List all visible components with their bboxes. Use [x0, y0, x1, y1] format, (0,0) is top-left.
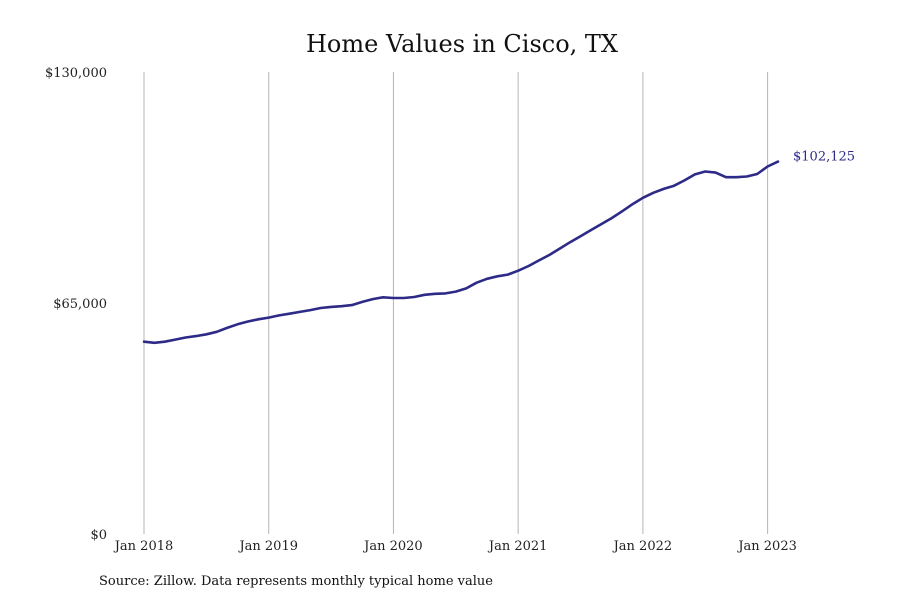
- end-value-label: $102,125: [793, 150, 855, 165]
- y-tick-label: $130,000: [45, 66, 107, 81]
- x-tick-label: Jan 2021: [487, 539, 548, 554]
- x-tick-label: Jan 2019: [237, 539, 298, 554]
- x-tick-label: Jan 2018: [113, 539, 174, 554]
- x-tick-label: Jan 2022: [612, 539, 673, 554]
- y-tick-label: $65,000: [53, 297, 107, 312]
- series-line: [142, 160, 780, 345]
- series-layer: [142, 160, 780, 345]
- y-axis-ticks: $0 $65,000 $130,000: [45, 66, 107, 543]
- y-tick-label: $0: [90, 528, 107, 543]
- x-tick-label: Jan 2023: [736, 539, 797, 554]
- chart-title: Home Values in Cisco, TX: [306, 30, 618, 58]
- x-tick-label: Jan 2020: [362, 539, 423, 554]
- x-axis-ticks: Jan 2018 Jan 2019 Jan 2020 Jan 2021 Jan 2022…: [113, 539, 797, 554]
- gridlines: [143, 72, 769, 534]
- source-note: Source: Zillow. Data represents monthly …: [99, 574, 493, 589]
